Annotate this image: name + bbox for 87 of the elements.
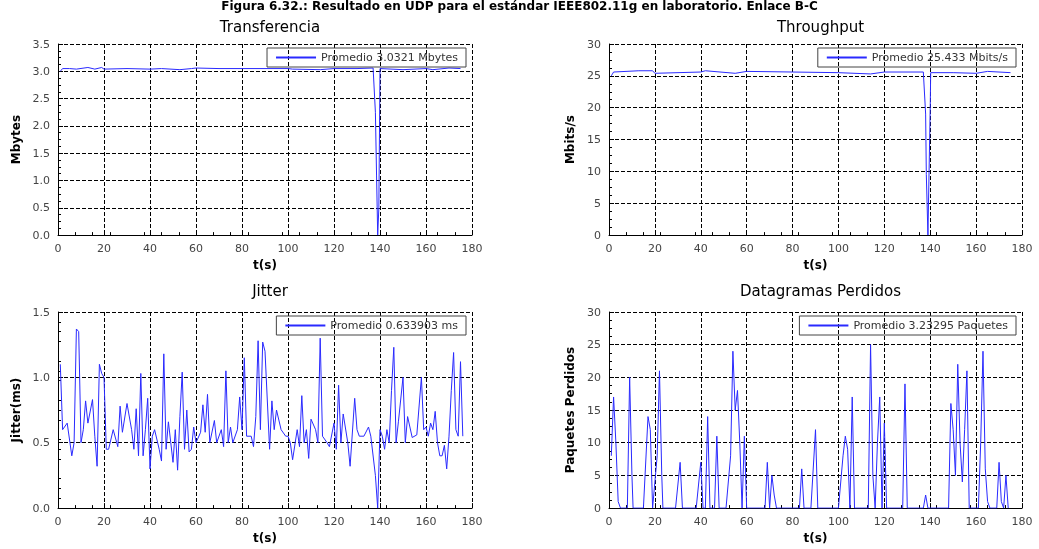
y-tick-label: 0 — [594, 228, 601, 242]
x-tick-label: 60 — [189, 242, 203, 256]
chart-title: Throughput — [775, 17, 865, 36]
line-series — [59, 328, 464, 509]
y-tick-label: 0.0 — [32, 228, 50, 242]
y-tick-label: 25 — [587, 69, 601, 83]
x-tick-label: 100 — [827, 515, 849, 529]
chart-title: Datagramas Perdidos — [740, 281, 902, 300]
x-tick-label: 20 — [97, 242, 111, 256]
x-tick-label: 80 — [785, 515, 800, 529]
y-tick-label: 25 — [587, 338, 601, 352]
y-tick-label: 15 — [587, 133, 601, 147]
x-tick-label: 120 — [323, 515, 345, 529]
legend-label: Promedio 0.633903 ms — [330, 319, 459, 332]
y-tick-label: 0.0 — [32, 501, 50, 515]
x-tick-label: 20 — [647, 242, 662, 256]
legend-label: Promedio 3.23295 Paquetes — [853, 319, 1009, 332]
y-tick-label: 3.5 — [32, 37, 50, 51]
y-tick-label: 2.0 — [32, 119, 50, 133]
y-tick-label: 1.0 — [32, 370, 50, 384]
x-tick-label: 20 — [97, 515, 111, 529]
x-tick-label: 180 — [461, 515, 483, 529]
line-series — [610, 344, 1009, 509]
x-tick-label: 0 — [54, 515, 62, 529]
y-tick-label: 0.5 — [32, 436, 50, 450]
x-tick-label: 140 — [919, 515, 941, 529]
x-tick-label: 40 — [143, 242, 157, 256]
x-tick-label: 80 — [235, 242, 249, 256]
x-tick-label: 100 — [277, 515, 299, 529]
x-tick-label: 60 — [739, 242, 754, 256]
x-tick-label: 100 — [277, 242, 299, 256]
x-tick-label: 120 — [873, 515, 895, 529]
y-tick-label: 15 — [587, 403, 601, 417]
line-series — [610, 70, 1012, 236]
y-axis-title: Paquetes Perdidos — [563, 346, 578, 474]
x-tick-label: 0 — [605, 515, 613, 529]
x-tick-label: 20 — [647, 515, 662, 529]
x-tick-label: 0 — [54, 242, 62, 256]
y-tick-label: 0 — [594, 501, 601, 515]
x-tick-label: 40 — [693, 515, 708, 529]
x-tick-label: 0 — [605, 242, 613, 256]
x-tick-label: 160 — [415, 515, 437, 529]
y-tick-label: 20 — [587, 101, 601, 115]
x-tick-label: 140 — [369, 242, 391, 256]
x-axis-title: t(s) — [253, 258, 277, 272]
y-tick-label: 2.5 — [32, 92, 50, 106]
x-tick-label: 60 — [739, 515, 754, 529]
y-tick-label: 30 — [587, 37, 601, 51]
y-tick-label: 5 — [594, 468, 601, 482]
x-tick-label: 180 — [1011, 242, 1033, 256]
y-tick-label: 10 — [587, 164, 601, 178]
x-axis-title: t(s) — [253, 531, 277, 545]
legend-label: Promedio 25.433 Mbits/s — [871, 51, 1009, 64]
x-tick-label: 120 — [323, 242, 345, 256]
x-axis-title: t(s) — [803, 258, 828, 272]
y-tick-label: 10 — [587, 436, 601, 450]
x-tick-label: 60 — [189, 515, 203, 529]
x-tick-label: 140 — [919, 242, 941, 256]
line-series — [59, 66, 461, 236]
y-tick-label: 3.0 — [32, 64, 50, 78]
y-tick-label: 1.0 — [32, 174, 50, 187]
x-tick-label: 180 — [461, 242, 483, 256]
x-tick-label: 160 — [965, 242, 987, 256]
y-axis-title: Mbits/s — [563, 115, 578, 165]
x-tick-label: 120 — [873, 242, 895, 256]
y-tick-label: 5 — [594, 196, 601, 210]
chart-title: Transferencia — [218, 17, 321, 36]
y-axis-title: Jitter(ms) — [8, 377, 23, 444]
legend-label: Promedio 3.0321 Mbytes — [321, 51, 459, 64]
x-tick-label: 40 — [693, 242, 708, 256]
x-tick-label: 100 — [827, 242, 849, 256]
x-tick-label: 180 — [1011, 515, 1033, 529]
chart-title: Jitter — [251, 281, 289, 300]
y-tick-label: 20 — [587, 370, 601, 384]
y-tick-label: 1.5 — [32, 146, 50, 160]
text: Figura 6.32.: Resultado en UDP para el estándar IEEE802.11g en laboratorio. Enlace B-C — [220, 0, 819, 13]
x-tick-label: 80 — [785, 242, 800, 256]
x-tick-label: 40 — [143, 515, 157, 529]
x-tick-label: 140 — [369, 515, 391, 529]
x-tick-label: 80 — [235, 515, 249, 529]
x-tick-label: 160 — [965, 515, 987, 529]
x-axis-title: t(s) — [803, 531, 828, 545]
y-tick-label: 1.5 — [32, 305, 50, 319]
y-axis-title: Mbytes — [8, 114, 23, 165]
x-tick-label: 160 — [415, 242, 437, 256]
y-tick-label: 30 — [587, 305, 601, 319]
y-tick-label: 0.5 — [32, 201, 50, 215]
